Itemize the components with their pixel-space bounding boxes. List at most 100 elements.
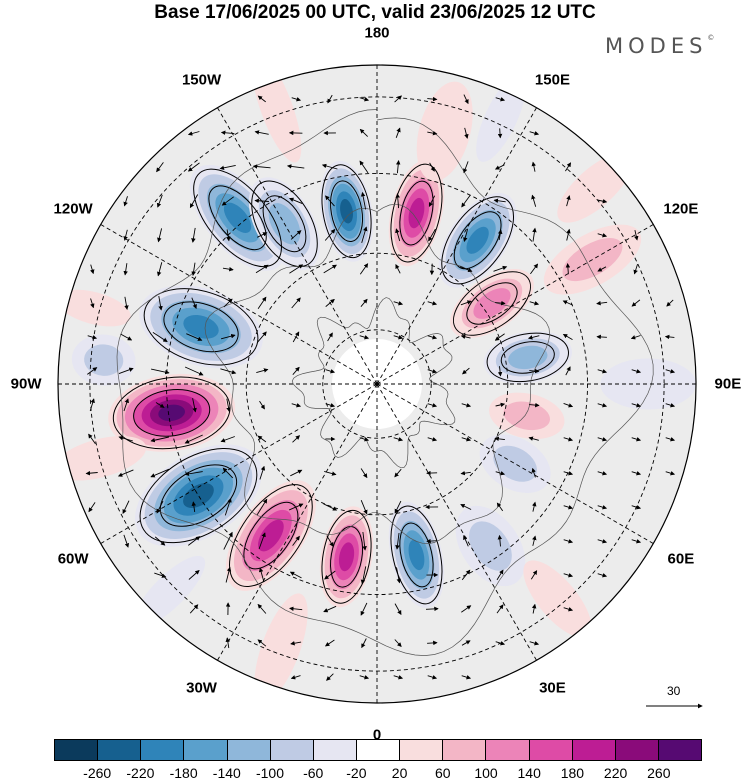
wind-arrow (495, 97, 506, 102)
wind-arrow (496, 604, 504, 614)
wind-arrow (360, 566, 367, 585)
wind-arrow (191, 297, 197, 309)
wind-arrow (220, 436, 235, 443)
longitude-label: 30E (539, 679, 566, 697)
geopotential-contour (139, 447, 258, 544)
geopotential-contour (486, 332, 569, 383)
wind-arrow (118, 367, 134, 375)
wind-arrow (257, 95, 266, 103)
wind-arrow (394, 500, 402, 514)
wind-arrow (325, 369, 336, 374)
wind-arrow (150, 436, 169, 443)
wind-arrow (428, 228, 436, 242)
colorbar-tick-label: 20 (391, 765, 408, 781)
anomaly-center (135, 444, 262, 547)
wind-arrow (532, 501, 537, 512)
wind-arrow (597, 573, 608, 578)
colorbar-tick-label: 260 (647, 765, 671, 781)
wind-arrow (252, 164, 271, 169)
longitude-label: 60W (57, 550, 89, 568)
wind-arrow (359, 97, 370, 102)
wind-arrow (633, 264, 638, 275)
wind-arrow (122, 500, 130, 514)
wind-arrow (120, 333, 133, 341)
colorbar-swatch (658, 740, 702, 760)
wind-arrow (223, 531, 233, 550)
wind-arrow (529, 368, 540, 374)
wind-arrow (191, 262, 196, 277)
wind-arrow (255, 264, 269, 274)
wind-arrow (359, 335, 370, 340)
wind-arrow (123, 196, 128, 207)
wind-arrow (529, 131, 540, 136)
wind-arrow (289, 503, 304, 511)
wind-arrow (123, 229, 128, 241)
colorbar-swatch (184, 740, 228, 760)
wind-arrow (528, 436, 539, 441)
wind-arrow (257, 435, 267, 443)
wind-arrow (321, 163, 338, 170)
wind-arrow (156, 162, 164, 173)
wind-arrow (393, 437, 404, 442)
wind-arrow (665, 369, 676, 374)
wind-arrow (495, 300, 506, 306)
wind-arrow (531, 161, 536, 172)
wind-arrow (191, 227, 196, 243)
wind-arrow (463, 94, 469, 105)
wind-arrow (324, 228, 336, 241)
geopotential-contour (441, 196, 515, 285)
map-border (57, 64, 697, 704)
wind-arrow (123, 534, 130, 548)
wind-arrow (323, 503, 338, 511)
wind-arrow (461, 569, 471, 581)
wind-arrow (460, 504, 472, 510)
colorbar-swatch (227, 740, 271, 760)
colorbar-tick-label: -140 (212, 765, 241, 781)
anomaly-center (108, 373, 236, 452)
wind-arrow (596, 334, 607, 340)
wind-arrow (427, 335, 438, 340)
wind-arrow (226, 398, 231, 413)
wind-arrow (461, 640, 471, 646)
wind-arrow (562, 334, 573, 340)
latitude-circle (322, 329, 432, 439)
wind-arrow (395, 228, 401, 242)
wind-arrow (631, 437, 642, 442)
wind-arrow (597, 233, 608, 238)
wind-arrow (531, 467, 536, 478)
wind-arrow (394, 603, 402, 616)
wind-arrow (189, 194, 199, 209)
reference-vector (646, 703, 703, 709)
geopotential-contour (399, 522, 434, 588)
wind-arrow (563, 437, 574, 442)
wind-arrow (361, 226, 368, 244)
wind-arrow (150, 468, 170, 478)
wind-arrow (427, 96, 438, 102)
wind-arrow (597, 505, 608, 510)
wind-arrow (157, 262, 163, 277)
wind-arrow (634, 230, 639, 241)
wind-arrow (359, 437, 370, 442)
wind-arrow (531, 603, 537, 614)
longitude-label: 120E (663, 200, 699, 218)
colorbar-swatch (55, 740, 99, 760)
wind-arrow (428, 195, 436, 207)
wind-arrow (565, 263, 571, 275)
wind-arrow (427, 301, 438, 306)
geopotential-contour (143, 288, 259, 366)
wind-arrow (291, 97, 302, 102)
geopotential-contour (321, 509, 372, 604)
longitude-label: 90E (714, 375, 742, 393)
wind-arrow (530, 570, 538, 580)
modes-logo: MODES© (605, 34, 714, 58)
longitude-label: 180 (364, 24, 390, 42)
wind-arrow (90, 264, 95, 275)
wind-arrow (393, 675, 404, 680)
colorbar-tick-label: 140 (517, 765, 541, 781)
wind-arrow (156, 194, 163, 208)
wind-arrow (359, 128, 369, 137)
wind-arrow (257, 232, 268, 238)
contour-group (390, 163, 443, 263)
wind-arrow (395, 532, 400, 550)
wind-arrow (497, 534, 503, 547)
